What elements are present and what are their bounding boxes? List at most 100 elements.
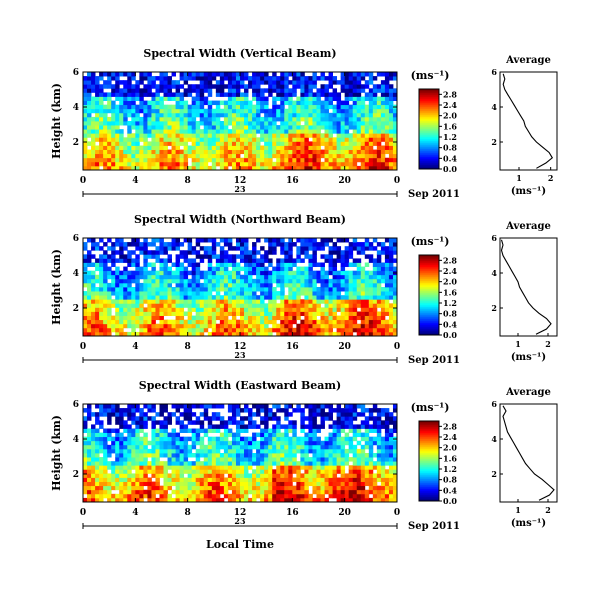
heatmap-cell — [344, 96, 350, 101]
heatmap-cell — [316, 242, 321, 247]
heatmap-cell — [111, 473, 116, 478]
heatmap-cell — [187, 299, 193, 304]
heatmap-cell — [87, 323, 92, 329]
heatmap-cell — [147, 242, 152, 247]
heatmap-cell — [316, 299, 321, 304]
heatmap-cell — [312, 165, 317, 171]
heatmap-cell — [268, 141, 273, 146]
heatmap-cell — [219, 125, 225, 130]
heatmap-cell — [199, 108, 205, 114]
heatmap-cell — [272, 84, 277, 89]
heatmap-cell — [91, 323, 96, 329]
heatmap-cell — [91, 270, 96, 276]
heatmap-cell — [215, 133, 221, 138]
heatmap-cell — [155, 161, 160, 167]
heatmap-cell — [143, 453, 148, 458]
heatmap-cell — [123, 295, 128, 300]
heatmap-cell — [187, 412, 193, 417]
heatmap-cell — [376, 323, 382, 329]
heatmap-cell — [167, 258, 172, 263]
heatmap-cell — [296, 246, 301, 251]
heatmap-cell — [316, 481, 321, 487]
x-tick-label: 0 — [80, 176, 86, 186]
heatmap-cell — [280, 287, 285, 292]
heatmap-cell — [328, 436, 333, 442]
heatmap-cell — [280, 469, 285, 474]
heatmap-cell — [127, 291, 132, 296]
heatmap-cell — [248, 80, 253, 85]
heatmap-cell — [219, 444, 225, 450]
heatmap-cell — [280, 112, 285, 118]
heatmap-cell — [244, 133, 249, 138]
heatmap-cell — [256, 331, 261, 337]
heatmap-cell — [296, 481, 301, 487]
heatmap-cell — [123, 481, 128, 487]
heatmap-cell — [115, 282, 120, 288]
heatmap-cell — [183, 238, 189, 243]
heatmap-cell — [131, 448, 136, 454]
heatmap-cell — [227, 311, 233, 316]
heatmap-cell — [304, 242, 309, 247]
heatmap-cell — [111, 278, 116, 284]
heatmap-cell — [292, 161, 297, 167]
heatmap-cell — [344, 457, 350, 462]
heatmap-cell — [151, 323, 156, 329]
heatmap-cell — [252, 125, 257, 130]
heatmap-cell — [127, 457, 132, 462]
heatmap-cell — [167, 104, 172, 110]
heatmap-cell — [292, 465, 297, 470]
heatmap-cell — [376, 262, 382, 267]
heatmap-cell — [336, 477, 342, 482]
heatmap-cell — [240, 141, 245, 146]
heatmap-cell — [123, 453, 128, 458]
heatmap-cell — [115, 165, 120, 171]
heatmap-cell — [260, 165, 265, 171]
heatmap-cell — [227, 112, 233, 118]
colorbar-segment — [419, 279, 439, 282]
heatmap-cell — [304, 299, 309, 304]
heatmap-cell — [219, 157, 225, 163]
heatmap-cell — [288, 258, 293, 263]
heatmap-cell — [376, 72, 382, 77]
heatmap-cell — [99, 457, 104, 462]
heatmap-cell — [231, 493, 237, 499]
heatmap-cell — [87, 408, 92, 413]
heatmap-cell — [272, 448, 277, 454]
heatmap-cell — [147, 133, 152, 138]
heatmap-cell — [123, 278, 128, 284]
heatmap-cell — [131, 440, 136, 446]
heatmap-cell — [276, 161, 281, 167]
heatmap-cell — [207, 121, 213, 126]
heatmap-cell — [336, 481, 342, 487]
heatmap-cell — [187, 420, 193, 425]
heatmap-cell — [83, 307, 88, 312]
heatmap-cell — [244, 266, 249, 272]
heatmap-cell — [384, 133, 390, 138]
heatmap-cell — [223, 254, 229, 259]
heatmap-cell — [207, 108, 213, 114]
heatmap-cell — [284, 453, 289, 458]
heatmap-cell — [284, 448, 289, 454]
heatmap-cell — [223, 104, 229, 110]
heatmap-cell — [183, 274, 189, 280]
heatmap-cell — [143, 473, 148, 478]
heatmap-cell — [292, 278, 297, 284]
heatmap-cell — [123, 92, 128, 97]
heatmap-cell — [179, 141, 185, 146]
heatmap-cell — [171, 453, 176, 458]
heatmap-cell — [308, 100, 313, 106]
heatmap-cell — [231, 80, 237, 85]
heatmap-cell — [276, 448, 281, 454]
heatmap-cell — [260, 420, 265, 425]
heatmap-cell — [260, 465, 265, 470]
heatmap-cell — [147, 453, 152, 458]
heatmap-cell — [276, 76, 281, 81]
heatmap-cell — [328, 432, 333, 438]
heatmap-cell — [284, 161, 289, 167]
heatmap-cell — [111, 133, 116, 138]
heatmap-cell — [344, 161, 350, 167]
heatmap-cell — [179, 270, 185, 276]
heatmap-cell — [163, 307, 168, 312]
heatmap-cell — [240, 453, 245, 458]
